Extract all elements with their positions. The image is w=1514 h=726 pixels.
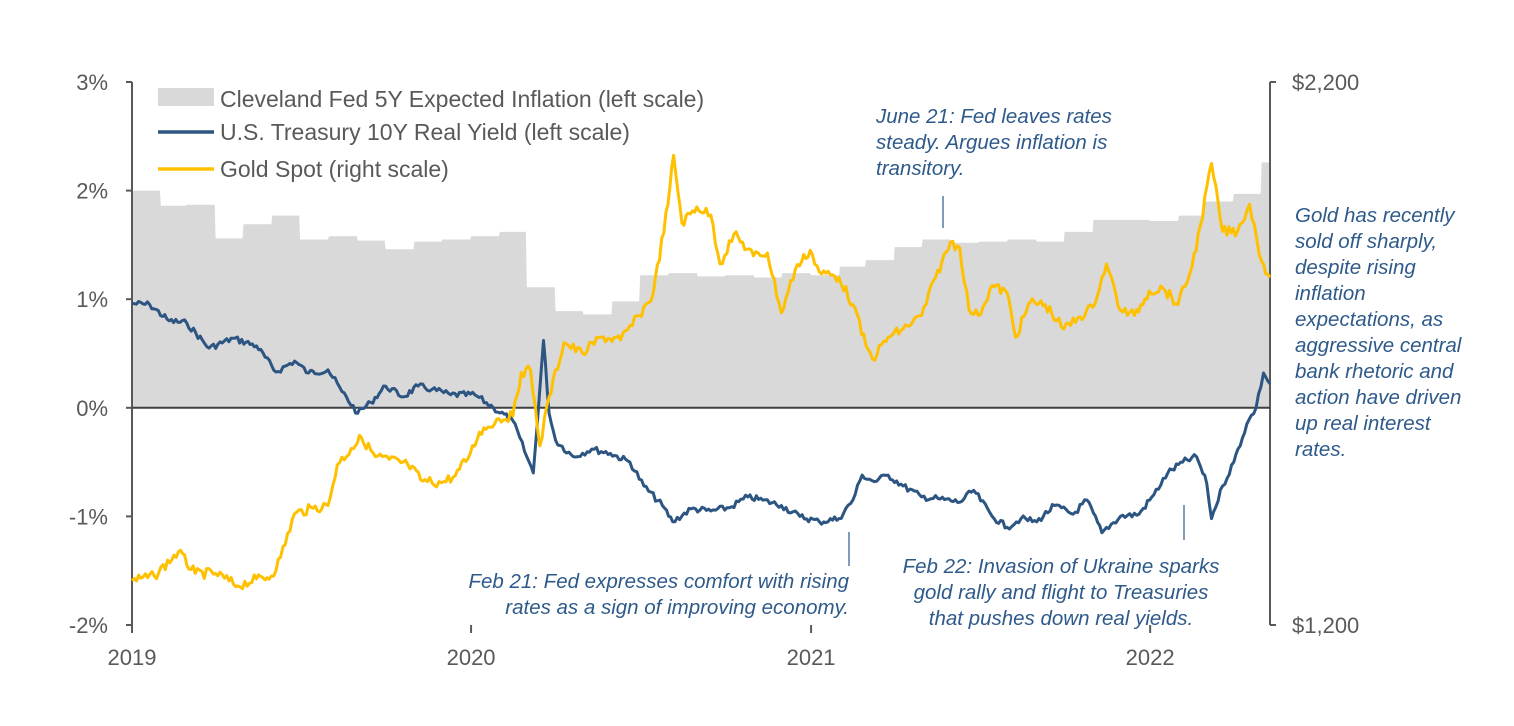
axes [126,81,1276,633]
annotation-gold-note-line: up real interest [1295,412,1432,435]
left-axis-tick-label: 1% [76,287,108,312]
annotation-gold-note-line: bank rhetoric and [1295,360,1454,383]
legend-swatch-inflation [158,88,214,106]
annotation-gold-note-line: aggressive central [1295,334,1463,357]
annotation-feb22-line: that pushes down real yields. [929,607,1193,630]
inflation-area-layer [132,162,1270,408]
annotation-gold-note-line: despite rising [1295,256,1416,279]
left-axis-tick-label: 2% [76,179,108,204]
annotation-feb22-line: Feb 22: Invasion of Ukraine sparks [903,555,1220,578]
tick-labels: 3% 2% 1% 0% -1% -2% $2,200 $1,200 2019 2020 2021 20… [69,70,1359,670]
annotation-gold-note-line: sold off sharply, [1295,230,1437,253]
annotation-gold-note-line: Gold has recently [1295,204,1456,227]
legend: Cleveland Fed 5Y Expected Inflation (lef… [158,86,704,182]
left-axis-tick-label: -2% [69,613,108,638]
annotation-gold-note-line: action have driven [1295,386,1461,409]
legend-label-gold: Gold Spot (right scale) [220,156,449,182]
line-series-layer [130,153,1272,591]
right-axis-tick-label: $1,200 [1292,613,1359,638]
series-real-yield-line [131,300,1272,535]
legend-label-inflation: Cleveland Fed 5Y Expected Inflation (lef… [220,86,704,112]
left-axis-tick-label: 0% [76,396,108,421]
left-axis-tick-label: 3% [76,70,108,95]
annotation-june21-line: steady. Argues inflation is [876,131,1107,154]
annotations: June 21: Fed leaves rates steady. Argues … [468,105,1462,630]
left-axis-tick-label: -1% [69,504,108,529]
series-expected-inflation-area [132,162,1270,408]
x-axis-tick-label: 2020 [447,645,496,670]
annotation-feb22-line: gold rally and flight to Treasuries [914,581,1209,604]
annotation-gold-note-line: rates. [1295,438,1346,461]
legend-label-real-yield: U.S. Treasury 10Y Real Yield (left scale… [220,119,630,145]
annotation-feb21-line: rates as a sign of improving economy. [505,596,849,619]
annotation-june21-line: transitory. [876,157,964,180]
annotation-gold-note-line: inflation [1295,282,1366,305]
x-axis-tick-label: 2021 [787,645,836,670]
annotation-june21-line: June 21: Fed leaves rates [875,105,1112,128]
right-axis-tick-label: $2,200 [1292,70,1359,95]
x-axis-tick-label: 2022 [1126,645,1175,670]
x-axis-tick-label: 2019 [108,645,157,670]
series-gold-spot-line [130,153,1272,591]
annotation-gold-note-line: expectations, as [1295,308,1443,331]
annotation-feb21-line: Feb 21: Fed expresses comfort with risin… [468,570,849,593]
